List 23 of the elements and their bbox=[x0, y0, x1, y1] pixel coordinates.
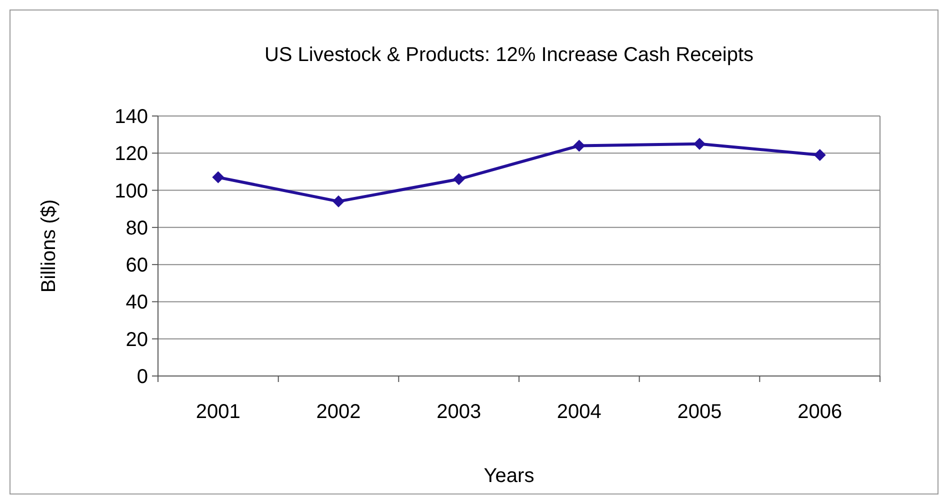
x-tick-label: 2004 bbox=[556, 401, 602, 423]
x-tick-label: 2002 bbox=[316, 401, 361, 423]
y-tick-label: 20 bbox=[126, 328, 148, 351]
y-tick-label: 40 bbox=[126, 292, 148, 314]
x-tick-label: 2003 bbox=[436, 401, 482, 423]
point bbox=[573, 140, 586, 152]
point bbox=[452, 173, 465, 186]
x-axis-title: Years bbox=[484, 465, 534, 487]
y-tick-label: 140 bbox=[114, 106, 148, 128]
x-tick-label: 2006 bbox=[798, 401, 842, 423]
y-tick-label: 60 bbox=[126, 254, 148, 277]
y-tick-label: 0 bbox=[136, 366, 148, 388]
y-tick-label: 120 bbox=[114, 143, 148, 166]
point bbox=[694, 138, 706, 150]
y-tick-label: 100 bbox=[114, 180, 148, 202]
point bbox=[332, 195, 344, 208]
point bbox=[814, 149, 826, 161]
y-axis-title: Billions ($) bbox=[38, 199, 60, 293]
chart-title: US Livestock & Products: 12% Increase Cash Receipts bbox=[264, 44, 754, 66]
x-tick-label: 2005 bbox=[677, 401, 722, 423]
point bbox=[212, 171, 224, 184]
y-tick-label: 80 bbox=[126, 217, 148, 240]
x-tick-label: 2001 bbox=[196, 401, 240, 423]
